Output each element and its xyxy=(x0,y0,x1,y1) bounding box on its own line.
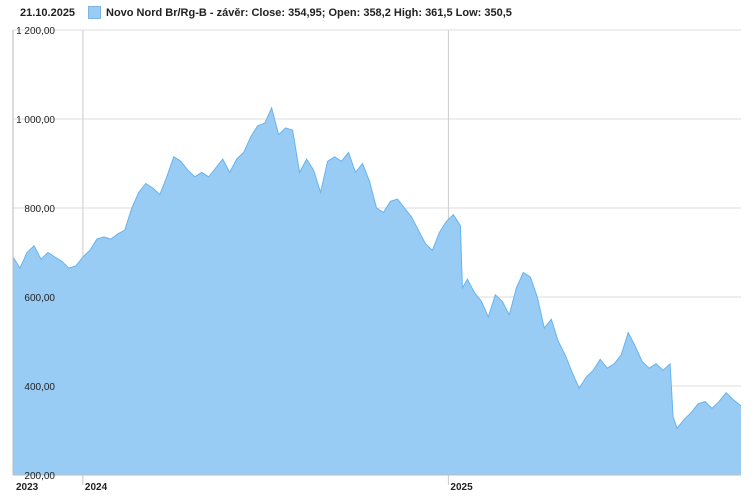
x-tick-label: 2025 xyxy=(450,482,473,493)
axes xyxy=(12,30,741,476)
price-line xyxy=(12,106,742,430)
legend-label: Novo Nord Br/Rg-B - závěr: Close: 354,95… xyxy=(106,7,512,19)
y-tick-label: 600,00 xyxy=(24,293,55,304)
legend-swatch xyxy=(88,6,101,19)
chart-date: 21.10.2025 xyxy=(20,7,76,19)
y-tick-label: 400,00 xyxy=(24,382,55,393)
price-area-fill xyxy=(13,107,741,476)
y-tick-label: 1 200,00 xyxy=(16,26,55,37)
x-tick-label: 2024 xyxy=(85,482,108,493)
price-area xyxy=(12,106,742,476)
tick-labels: 200,00 400,00 600,00 800,00 1 000,00 1 200,00… xyxy=(16,26,473,493)
y-tick-label: 800,00 xyxy=(24,204,55,215)
x-tick-label: 2023 xyxy=(16,482,39,493)
y-tick-label: 200,00 xyxy=(24,471,55,482)
y-tick-label: 1 000,00 xyxy=(16,115,55,126)
